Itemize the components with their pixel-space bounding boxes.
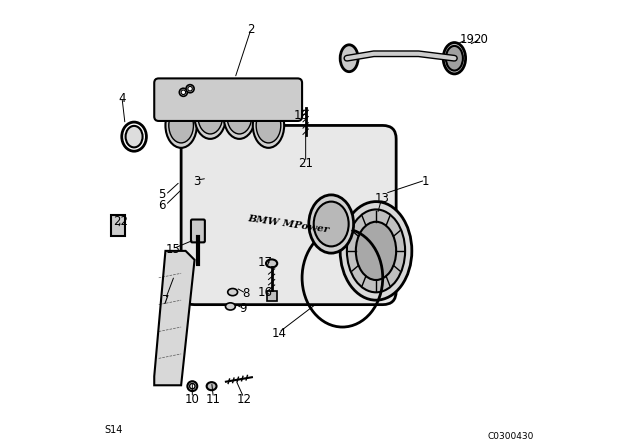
Ellipse shape (253, 103, 284, 148)
Ellipse shape (169, 108, 193, 143)
Ellipse shape (186, 85, 194, 93)
Text: 1: 1 (422, 175, 429, 188)
Polygon shape (154, 251, 195, 385)
Ellipse shape (256, 108, 281, 143)
Ellipse shape (340, 45, 358, 72)
Text: 20: 20 (473, 33, 488, 46)
Ellipse shape (309, 195, 354, 253)
Text: 12: 12 (236, 393, 252, 406)
Ellipse shape (188, 381, 197, 391)
Ellipse shape (340, 202, 412, 300)
Text: C0300430: C0300430 (488, 432, 534, 441)
Text: 2: 2 (247, 22, 254, 36)
Text: 16: 16 (258, 285, 273, 299)
Text: 3: 3 (193, 175, 200, 188)
Ellipse shape (179, 88, 188, 96)
Text: 4: 4 (118, 92, 125, 105)
Text: 10: 10 (185, 393, 200, 406)
Text: 11: 11 (206, 393, 221, 406)
Ellipse shape (227, 99, 252, 134)
FancyBboxPatch shape (154, 78, 302, 121)
Text: BMW MPower: BMW MPower (247, 214, 330, 234)
Text: 8: 8 (243, 287, 250, 300)
Ellipse shape (225, 303, 236, 310)
Ellipse shape (356, 222, 396, 280)
Text: 22: 22 (113, 215, 128, 228)
FancyBboxPatch shape (111, 215, 125, 236)
Ellipse shape (181, 90, 186, 95)
Ellipse shape (207, 382, 216, 390)
Ellipse shape (198, 99, 223, 134)
FancyBboxPatch shape (181, 125, 396, 305)
Text: 21: 21 (298, 157, 313, 170)
Text: 5: 5 (159, 188, 166, 202)
Text: 17: 17 (258, 255, 273, 269)
Ellipse shape (444, 43, 466, 74)
Ellipse shape (228, 289, 237, 296)
Ellipse shape (446, 46, 463, 71)
Text: 13: 13 (374, 191, 389, 205)
Text: 6: 6 (159, 198, 166, 212)
Text: 19: 19 (460, 33, 474, 46)
Ellipse shape (224, 94, 255, 139)
Ellipse shape (125, 126, 143, 147)
Text: 15: 15 (166, 243, 180, 257)
Text: 14: 14 (271, 327, 286, 340)
Text: 9: 9 (239, 302, 246, 315)
Text: S14: S14 (104, 425, 122, 435)
Ellipse shape (188, 86, 193, 91)
Text: 18: 18 (294, 109, 308, 122)
FancyBboxPatch shape (267, 291, 278, 301)
Text: 7: 7 (162, 293, 169, 307)
FancyBboxPatch shape (191, 220, 205, 242)
Ellipse shape (189, 383, 195, 389)
Ellipse shape (122, 122, 147, 151)
Ellipse shape (195, 94, 226, 139)
Ellipse shape (347, 210, 405, 293)
Ellipse shape (165, 103, 197, 148)
Ellipse shape (266, 259, 277, 267)
Ellipse shape (314, 202, 349, 246)
